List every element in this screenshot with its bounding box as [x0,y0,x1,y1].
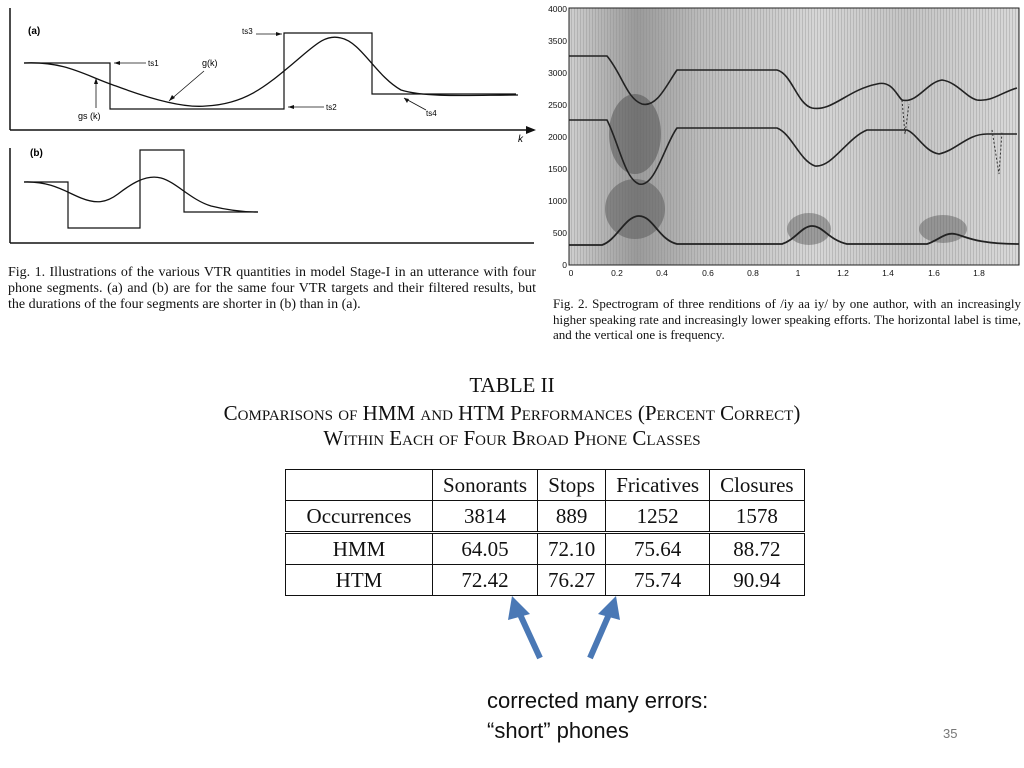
formant-f2 [569,119,1017,185]
formant-f3 [569,55,1018,110]
table-cell: 72.42 [432,564,538,596]
label-ts1: ts1 [148,59,159,68]
y-axis-ticks: 4000 3500 3000 2500 2000 1500 1000 500 0 [548,4,567,270]
table-row: HTM 72.42 76.27 75.74 90.94 [285,564,805,596]
y-tick: 1500 [548,164,567,174]
label-ts3: ts3 [242,27,253,36]
x-tick: 0.8 [747,268,759,278]
filtered-curve-b [23,176,259,213]
panel-a-label: (a) [28,26,40,37]
table-row: HMM 64.05 72.10 75.64 88.72 [285,531,805,565]
filtered-curve-a [23,36,519,107]
x-tick: 0.4 [656,268,668,278]
label-g0: gs (k) [78,111,101,121]
highlight-arrows [508,596,620,660]
table-row: Occurrences 3814 889 1252 1578 [285,500,805,533]
note-line-2: “short” phones [487,718,629,743]
x-tick: 1.4 [882,268,894,278]
y-tick: 500 [553,228,567,238]
x-tick: 1 [796,268,801,278]
table-cell: HTM [285,564,433,596]
x-tick: 1.2 [837,268,849,278]
table-header-cell: Stops [536,469,607,501]
formant-f1 [569,215,1020,246]
x-tick: 0.6 [702,268,714,278]
table-header-cell: Sonorants [432,469,538,501]
table-cell: 64.05 [432,531,538,565]
y-tick: 0 [562,260,567,270]
arrow-up-icon [587,610,613,660]
arrow-up-head-icon [508,596,530,620]
label-k: k [518,134,524,145]
table-cell: 75.74 [605,564,711,596]
x-tick: 1.8 [973,268,985,278]
target-steps-a [24,32,516,110]
note-line-1: corrected many errors: [487,688,709,713]
table-cell: 3814 [432,500,538,533]
table-header-cell: Closures [709,469,805,501]
table-cell: 75.64 [605,531,711,565]
x-axis-ticks: 0 0.2 0.4 0.6 0.8 1 1.2 1.4 1.6 1.8 [569,268,986,278]
table-subtitle-line2: Within Each of Four Broad Phone Classes [323,426,701,450]
table-cell: Occurrences [285,500,433,533]
table-cell: 72.10 [536,531,607,565]
y-tick: 1000 [548,196,567,206]
x-tick: 0.2 [611,268,623,278]
table-header-cell: Fricatives [605,469,711,501]
table-cell: 1578 [709,500,805,533]
label-ts2: ts2 [326,103,337,112]
figure-2-caption: Fig. 2. Spectrogram of three renditions … [553,296,1021,342]
y-tick: 3500 [548,36,567,46]
table-cell: 1252 [605,500,711,533]
figure-1-caption: Fig. 1. Illustrations of the various VTR… [8,265,536,312]
table-header-cell [285,469,433,501]
panel-b-label: (b) [30,148,43,159]
table-title: TABLE II [469,373,555,397]
target-steps-b [24,149,258,229]
table-cell: 90.94 [709,564,805,596]
slide-number: 35 [943,726,958,741]
label-ts4: ts4 [426,109,437,118]
y-tick: 3000 [548,68,567,78]
arrow-up-head-icon [598,596,620,620]
x-tick: 0 [569,268,574,278]
table-cell: 88.72 [709,531,805,565]
table-cell: 76.27 [536,564,607,596]
y-tick: 2000 [548,132,567,142]
table-header-row: Sonorants Stops Fricatives Closures [285,469,805,501]
table-cell: HMM [285,531,433,565]
figure-1: (a) ts1 g(k) gs (k) ts2 ts3 ts4 k (b) [9,8,536,244]
x-tick: 1.6 [928,268,940,278]
label-g: g(k) [202,58,218,68]
table-cell: 889 [536,500,607,533]
figure-2-spectrogram: 4000 3500 3000 2500 2000 1500 1000 500 0… [548,4,1020,278]
y-tick: 4000 [548,4,567,14]
arrow-up-icon [515,608,543,660]
results-table: Sonorants Stops Fricatives Closures Occu… [285,469,805,596]
table-subtitle-line1: Comparisons of HMM and HTM Performances … [223,401,801,425]
y-tick: 2500 [548,100,567,110]
